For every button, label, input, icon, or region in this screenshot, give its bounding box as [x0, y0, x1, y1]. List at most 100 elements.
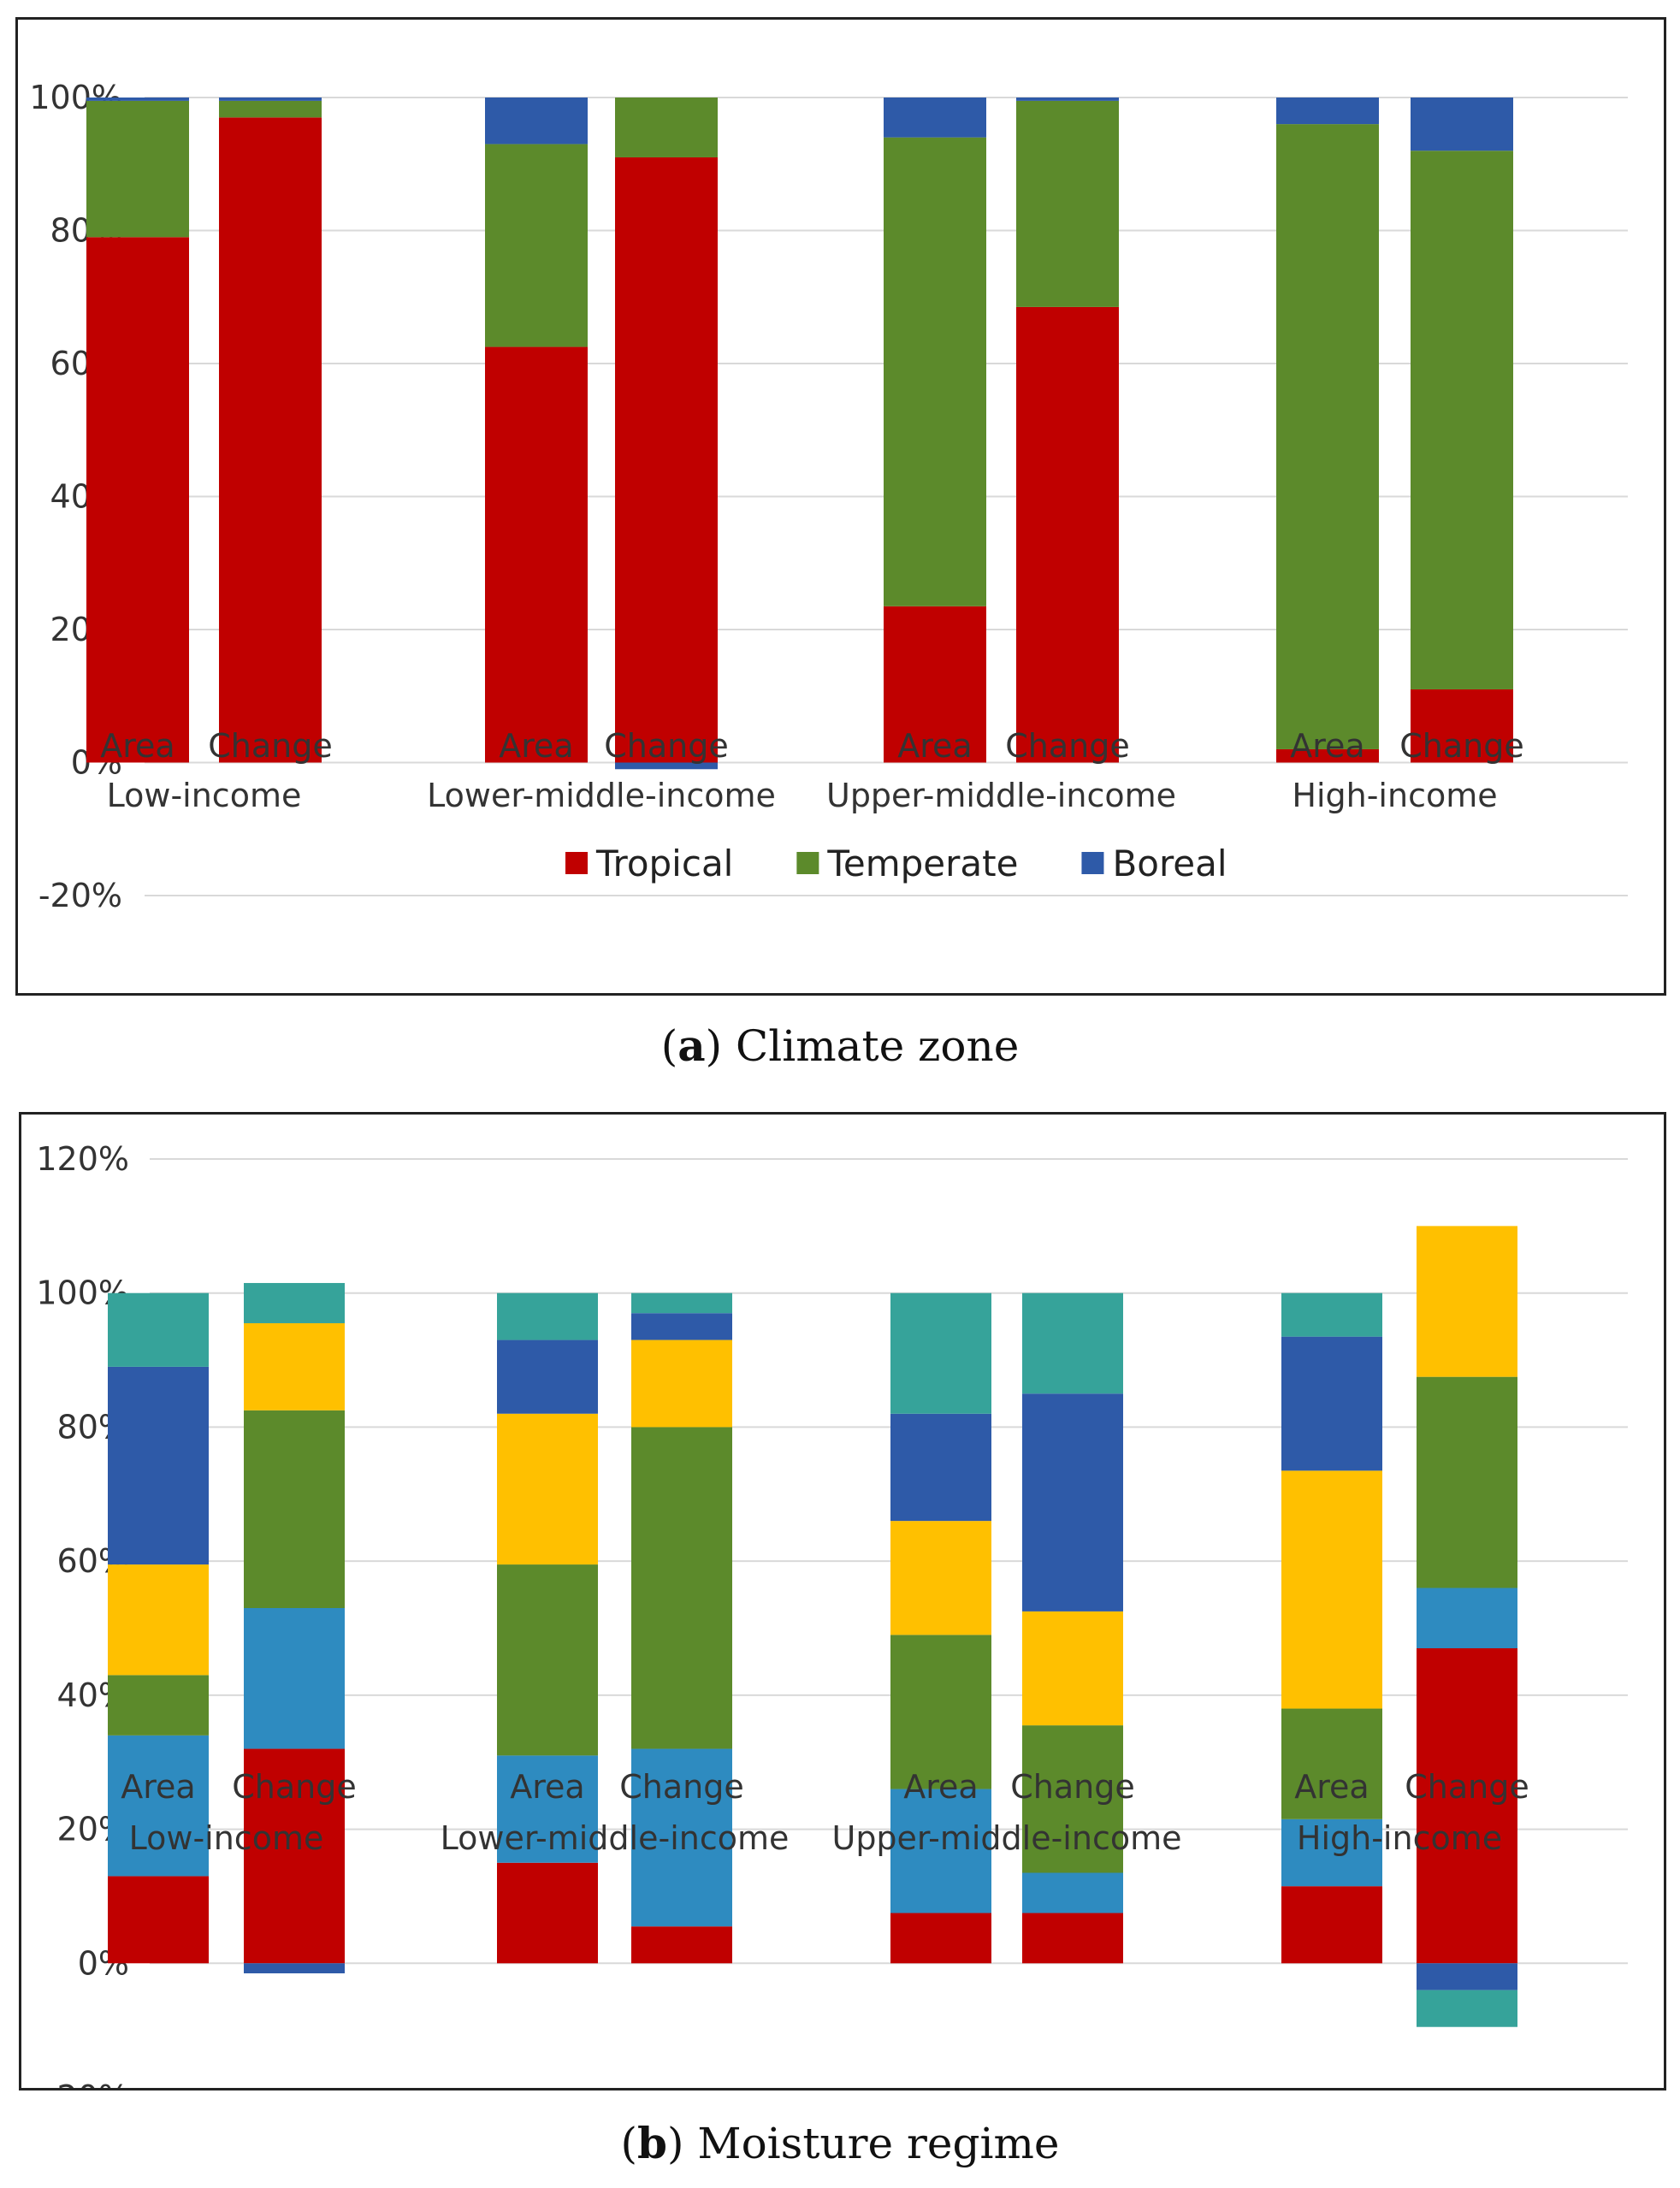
- caption-text: Climate zone: [722, 1021, 1020, 1071]
- bar-segment-arid: [1281, 1886, 1382, 1964]
- bar-segment-boreal: [1411, 98, 1513, 151]
- bar-segment-moist-semi-arid: [631, 1427, 732, 1749]
- bar-segment-moist-semi-arid: [890, 1635, 991, 1789]
- bar-label: Change: [604, 727, 729, 765]
- bar-label: Change: [1005, 727, 1130, 765]
- bar-segment-moist-semi-arid: [244, 1410, 345, 1608]
- bar-segment-per-humid: [631, 1292, 732, 1314]
- climate-zone-caption: (a) Climate zone: [660, 1020, 1020, 1071]
- group-label-low-income: Low-income: [107, 777, 302, 814]
- group-label-lower-middle-income: Lower-middle-income: [441, 1819, 790, 1857]
- bar-segment-boreal: [884, 98, 986, 138]
- bar-label: Area: [510, 1768, 584, 1806]
- bar-segment-boreal: [1276, 98, 1379, 125]
- bar-segment-sub-humid: [1281, 1470, 1382, 1709]
- bar-segment-temperate: [219, 100, 322, 118]
- bar-segment-sub-humid: [631, 1339, 732, 1428]
- bar-label: Area: [100, 727, 175, 765]
- bar-segment-boreal: [86, 98, 189, 101]
- bar-segment-arid: [631, 1926, 732, 1964]
- bar-segment-humid: [890, 1413, 991, 1522]
- bar-segment-tropical: [1016, 306, 1119, 763]
- bar-segment-sub-humid: [890, 1521, 991, 1635]
- bar-segment-humid: [631, 1313, 732, 1340]
- bar-label: Area: [897, 727, 972, 765]
- bar-segment-tropical: [615, 157, 718, 763]
- y-tick-label: -20%: [38, 877, 122, 914]
- legend-swatch-boreal: [1081, 852, 1104, 874]
- bar-label: Area: [903, 1768, 978, 1806]
- bar-segment-dry-semi-arid: [1417, 1588, 1517, 1649]
- bar-segment-dry-semi-arid: [497, 1755, 598, 1863]
- bar-segment-arid: [1417, 1648, 1517, 1964]
- group-label-high-income: High-income: [1297, 1819, 1502, 1857]
- bar-segment-tropical: [1411, 689, 1513, 763]
- bar-segment-per-humid: [890, 1292, 991, 1414]
- bar-segment-moist-semi-arid: [1281, 1708, 1382, 1819]
- bar-segment-dry-semi-arid: [244, 1607, 345, 1749]
- bar-segment-per-humid: [244, 1282, 345, 1323]
- moisture-regime-caption: (b) Moisture regime: [620, 2118, 1060, 2168]
- bar-label: Change: [1405, 1768, 1529, 1806]
- group-label-high-income: High-income: [1292, 777, 1497, 814]
- bar-segment-humid: [497, 1339, 598, 1414]
- bar-segment-temperate: [86, 100, 189, 238]
- bar-segment-moist-semi-arid: [108, 1675, 209, 1736]
- bar-segment-arid: [497, 1862, 598, 1964]
- climate-zone-panel: -20%0%20%40%60%80%100%AreaChangeAreaChan…: [15, 17, 1666, 996]
- bar-segment-humid: [1281, 1336, 1382, 1471]
- bar-segment-arid: [890, 1913, 991, 1964]
- bar-label: Change: [232, 1768, 357, 1806]
- bar-label: Area: [1290, 727, 1364, 765]
- bar-segment-tropical: [884, 606, 986, 763]
- bar-segment-dry-semi-arid: [890, 1789, 991, 1913]
- bar-label: Area: [121, 1768, 195, 1806]
- caption-text: Moisture regime: [683, 2119, 1060, 2168]
- legend-swatch-tropical: [565, 852, 588, 874]
- bar-segment-sub-humid: [108, 1564, 209, 1676]
- bar-segment-boreal: [615, 762, 718, 770]
- group-label-upper-middle-income: Upper-middle-income: [826, 777, 1176, 814]
- bar-segment-per-humid: [1417, 1990, 1517, 2027]
- bar-segment-humid: [1022, 1393, 1123, 1611]
- bar-segment-dry-semi-arid: [1281, 1818, 1382, 1887]
- group-label-upper-middle-income: Upper-middle-income: [832, 1819, 1182, 1857]
- bar-label: Area: [1294, 1768, 1369, 1806]
- bar-segment-tropical: [485, 346, 588, 763]
- bar-segment-moist-semi-arid: [1417, 1376, 1517, 1588]
- bar-segment-arid: [108, 1876, 209, 1964]
- bar-segment-sub-humid: [497, 1413, 598, 1565]
- bar-segment-temperate: [1411, 151, 1513, 689]
- bar-segment-arid: [1022, 1913, 1123, 1964]
- bar-segment-tropical: [1276, 748, 1379, 763]
- bar-segment-tropical: [86, 237, 189, 763]
- moisture-regime-chart: -20%0%20%40%60%80%100%120%AreaChangeArea…: [36, 1140, 1628, 2088]
- bar-label: Area: [499, 727, 573, 765]
- bar-label: Change: [1399, 727, 1524, 765]
- bar-segment-sub-humid: [1022, 1611, 1123, 1726]
- y-tick-label: 120%: [36, 1140, 129, 1178]
- moisture-regime-panel: -20%0%20%40%60%80%100%120%AreaChangeArea…: [19, 1112, 1666, 2090]
- legend-label-boreal: Boreal: [1112, 843, 1227, 884]
- bar-segment-sub-humid: [244, 1322, 345, 1410]
- bar-segment-humid: [1417, 1963, 1517, 1990]
- bar-segment-temperate: [884, 137, 986, 606]
- bar-segment-moist-semi-arid: [497, 1564, 598, 1756]
- bar-label: Change: [208, 727, 333, 765]
- bar-segment-per-humid: [108, 1292, 209, 1367]
- bar-segment-dry-semi-arid: [108, 1735, 209, 1877]
- bar-segment-dry-semi-arid: [631, 1748, 732, 1927]
- y-tick-label: -20%: [45, 2079, 129, 2088]
- caption-letter: b: [637, 2118, 667, 2168]
- bar-segment-sub-humid: [1417, 1226, 1517, 1377]
- bar-segment-temperate: [615, 98, 718, 157]
- bar-segment-boreal: [219, 98, 322, 101]
- bar-segment-humid: [244, 1963, 345, 1974]
- bar-segment-per-humid: [1022, 1292, 1123, 1394]
- legend-label-tropical: Tropical: [595, 843, 733, 884]
- bar-segment-temperate: [1016, 100, 1119, 307]
- bar-segment-tropical: [219, 117, 322, 763]
- group-label-lower-middle-income: Lower-middle-income: [427, 777, 776, 814]
- group-label-low-income: Low-income: [129, 1819, 324, 1857]
- caption-letter: a: [677, 1020, 706, 1071]
